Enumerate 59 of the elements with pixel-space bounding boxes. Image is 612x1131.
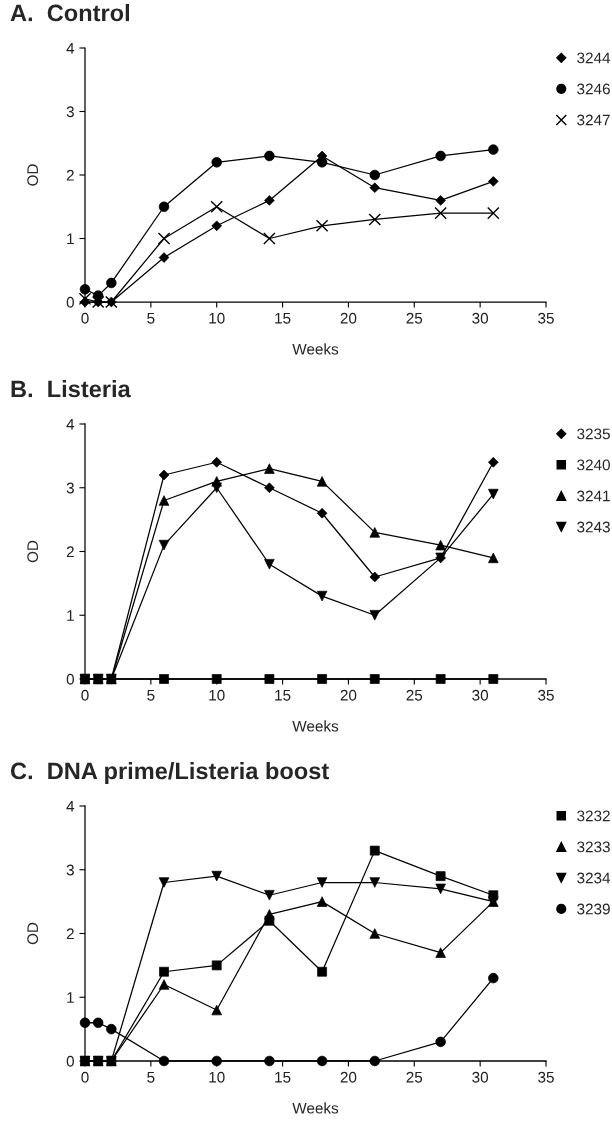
x-axis-title: Weeks	[292, 343, 339, 355]
y-tick-label: 0	[66, 673, 74, 685]
x-tick-label: 30	[472, 689, 489, 701]
x-tick-label: 15	[275, 689, 291, 701]
x-tick-label: 10	[209, 689, 225, 701]
x-tick-label: 25	[406, 1071, 423, 1083]
legend-label: 3232	[577, 810, 610, 822]
x-tick-label: 20	[340, 1071, 357, 1083]
y-tick-label: 2	[66, 928, 74, 940]
legend-label: 3235	[577, 428, 610, 440]
legend-label: 3233	[577, 841, 610, 853]
x-tick-label: 10	[209, 312, 225, 324]
y-tick-label: 2	[66, 169, 74, 181]
x-tick-label: 20	[340, 689, 357, 701]
x-tick-label: 5	[147, 1071, 155, 1083]
y-tick-label: 0	[66, 296, 74, 308]
legend-label: 3247	[577, 114, 610, 126]
legend-label: 3234	[577, 872, 611, 884]
x-tick-label: 30	[472, 1071, 489, 1083]
x-tick-label: 35	[538, 689, 554, 701]
y-tick-label: 1	[67, 992, 74, 1003]
x-tick-label: 35	[538, 312, 554, 324]
y-axis-title: OD	[27, 540, 39, 563]
legend-label: 3246	[577, 83, 610, 95]
x-tick-label: 15	[275, 312, 291, 324]
chart-title: B. Listeria	[11, 379, 131, 398]
x-tick-label: 0	[81, 689, 89, 701]
chart-title: A. Control	[10, 3, 129, 22]
x-tick-label: 0	[81, 1071, 89, 1083]
x-tick-label: 35	[538, 1071, 554, 1083]
x-axis-title: Weeks	[292, 1102, 339, 1114]
y-tick-label: 1	[67, 610, 74, 621]
x-tick-label: 20	[340, 312, 357, 324]
legend-label: 3241	[577, 490, 610, 502]
x-tick-label: 30	[472, 312, 489, 324]
legend-label: 3243	[577, 521, 610, 533]
x-axis-title: Weeks	[292, 720, 339, 732]
x-tick-label: 0	[81, 312, 89, 324]
x-tick-label: 10	[209, 1071, 225, 1083]
y-tick-label: 3	[66, 864, 74, 876]
legend-label: 3244	[577, 52, 611, 64]
x-tick-label: 5	[147, 312, 155, 324]
y-tick-label: 3	[66, 482, 74, 494]
y-tick-label: 4	[66, 419, 75, 430]
x-tick-label: 5	[147, 689, 155, 701]
x-tick-label: 25	[406, 689, 423, 701]
x-tick-label: 25	[406, 312, 423, 324]
y-tick-label: 2	[66, 546, 74, 558]
y-tick-label: 3	[66, 106, 74, 118]
legend-label: 3239	[577, 903, 610, 915]
y-tick-label: 4	[66, 801, 75, 812]
y-axis-title: OD	[27, 164, 39, 186]
y-tick-label: 1	[67, 233, 74, 245]
legend-label: 3240	[577, 459, 610, 471]
chart-title: C. DNA prime/Listeria boost	[10, 761, 329, 784]
x-tick-label: 15	[275, 1071, 291, 1083]
y-axis-title: OD	[27, 922, 39, 945]
y-tick-label: 0	[66, 1055, 74, 1067]
y-tick-label: 4	[66, 43, 75, 54]
